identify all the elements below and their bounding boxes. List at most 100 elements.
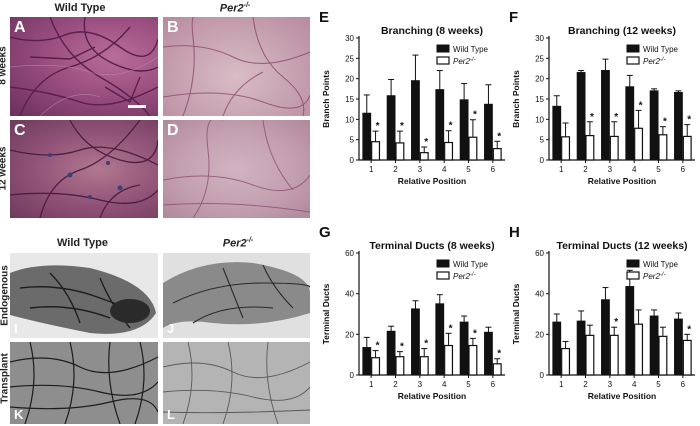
bar-wild-type bbox=[435, 303, 445, 376]
x-axis-label: Relative Position bbox=[588, 391, 657, 401]
chart-terminal-ducts-12-weeks: H Terminal Ducts (12 weeks) 0 20 40 60 Termina… bbox=[509, 224, 695, 401]
bar-wild-type bbox=[386, 95, 396, 161]
bar-per2 bbox=[561, 136, 571, 161]
x-tick-label: 5 bbox=[466, 380, 471, 389]
y-tick-label: 20 bbox=[345, 330, 354, 339]
significance-marker: * bbox=[590, 112, 594, 123]
x-tick-label: 6 bbox=[681, 380, 686, 389]
micrograph-b: B bbox=[163, 17, 310, 116]
panel-letter-h: H bbox=[509, 224, 520, 241]
legend-per2-sup: -/- bbox=[470, 272, 476, 278]
legend-swatch-per2 bbox=[626, 56, 640, 65]
vessel-network-a bbox=[10, 17, 158, 116]
legend-swatch-per2 bbox=[436, 56, 450, 65]
bar-wild-type bbox=[552, 321, 562, 376]
bar-wild-type bbox=[649, 90, 659, 161]
per2-gene-name: Per2 bbox=[219, 2, 244, 15]
legend-swatch-wild-type bbox=[626, 259, 640, 268]
significance-marker: * bbox=[497, 349, 501, 360]
x-tick-label: 1 bbox=[559, 380, 564, 389]
panel-letter-a: A bbox=[14, 19, 26, 36]
micrograph-i: I bbox=[10, 253, 158, 338]
chart-title: Terminal Ducts (8 weeks) bbox=[369, 240, 494, 252]
bar-wild-type bbox=[625, 286, 635, 376]
chart-title: Branching (12 weeks) bbox=[568, 25, 676, 37]
chart-terminal-ducts-8-weeks: G Terminal Ducts (8 weeks) 0 20 40 60 Terminal… bbox=[319, 224, 505, 401]
bar-wild-type bbox=[576, 320, 586, 376]
bar-wild-type bbox=[625, 86, 635, 161]
significance-marker: * bbox=[400, 342, 404, 353]
x-tick-label: 4 bbox=[442, 165, 447, 174]
bar-per2 bbox=[492, 363, 502, 376]
bar-per2 bbox=[468, 344, 478, 376]
bar-per2 bbox=[371, 141, 381, 161]
bar-per2 bbox=[395, 142, 405, 161]
gland-endogenous-wt bbox=[10, 265, 156, 334]
x-tick-label: 1 bbox=[369, 380, 374, 389]
vessel-network-b bbox=[163, 17, 310, 116]
legend-label-per2: Per2-/- bbox=[643, 272, 666, 281]
x-tick-label: 2 bbox=[583, 380, 588, 389]
micrograph-l: L bbox=[163, 342, 310, 424]
y-tick-label: 15 bbox=[535, 95, 544, 104]
y-tick-label: 20 bbox=[535, 75, 544, 84]
micrograph-j: J bbox=[163, 253, 310, 338]
legend-per2-sup: -/- bbox=[660, 272, 666, 278]
y-tick-label: 40 bbox=[345, 290, 354, 299]
y-tick-label: 0 bbox=[350, 371, 355, 380]
x-axis-label: Relative Position bbox=[398, 391, 467, 401]
legend-per2-sup: -/- bbox=[660, 57, 666, 63]
y-tick-label: 0 bbox=[540, 156, 545, 165]
micrograph-a: A bbox=[10, 17, 158, 116]
y-tick-label: 25 bbox=[535, 54, 544, 63]
y-tick-label: 30 bbox=[535, 34, 544, 43]
significance-marker: * bbox=[449, 323, 453, 334]
bar-wild-type bbox=[435, 89, 445, 161]
x-tick-label: 4 bbox=[632, 380, 637, 389]
bar-per2 bbox=[444, 344, 454, 376]
row-label-12-weeks: 12 weeks bbox=[0, 146, 9, 191]
bar-wild-type bbox=[601, 299, 610, 376]
significance-marker: * bbox=[376, 341, 380, 352]
chart-title: Branching (8 weeks) bbox=[381, 25, 483, 37]
y-tick-label: 0 bbox=[540, 371, 545, 380]
per2-genotype-sup-bottom: -/- bbox=[246, 237, 254, 244]
panel-letter-c: C bbox=[14, 122, 26, 139]
panel-letter-e: E bbox=[319, 9, 329, 26]
panel-letter-k: K bbox=[14, 407, 24, 422]
significance-marker: * bbox=[497, 131, 501, 142]
bar-per2 bbox=[658, 134, 668, 161]
significance-marker: * bbox=[687, 324, 691, 335]
chart-title: Terminal Ducts (12 weeks) bbox=[556, 240, 687, 252]
x-tick-label: 4 bbox=[442, 380, 447, 389]
bar-wild-type bbox=[601, 70, 610, 161]
legend-per2-gene: Per2 bbox=[643, 57, 660, 66]
legend-per2-gene: Per2 bbox=[453, 57, 470, 66]
bar-wild-type bbox=[411, 308, 420, 376]
y-tick-label: 5 bbox=[540, 136, 545, 145]
bar-per2 bbox=[585, 334, 595, 376]
x-tick-label: 1 bbox=[369, 165, 374, 174]
legend-swatch-wild-type bbox=[436, 44, 450, 53]
y-tick-label: 30 bbox=[345, 34, 354, 43]
x-tick-label: 3 bbox=[608, 380, 613, 389]
bar-wild-type bbox=[576, 72, 586, 161]
y-axis-label: Branch Points bbox=[511, 70, 521, 128]
row-label-transplant: Transplant bbox=[0, 353, 11, 404]
bar-per2 bbox=[682, 339, 692, 376]
significance-marker: * bbox=[473, 328, 477, 339]
y-tick-label: 15 bbox=[345, 95, 354, 104]
bar-per2 bbox=[609, 334, 619, 376]
panel-letter-i: I bbox=[14, 321, 18, 336]
bar-wild-type bbox=[552, 105, 562, 161]
gland-transplant-per2 bbox=[163, 342, 310, 424]
x-tick-label: 6 bbox=[681, 165, 686, 174]
significance-marker: * bbox=[614, 112, 618, 123]
bar-per2 bbox=[444, 141, 454, 161]
y-tick-label: 20 bbox=[535, 330, 544, 339]
y-axis-label: Terminal Ducts bbox=[321, 283, 331, 344]
significance-marker: * bbox=[663, 117, 667, 128]
legend-per2-sup: -/- bbox=[470, 57, 476, 63]
legend-label-wild-type: Wild Type bbox=[453, 260, 489, 269]
bar-per2 bbox=[682, 135, 692, 161]
